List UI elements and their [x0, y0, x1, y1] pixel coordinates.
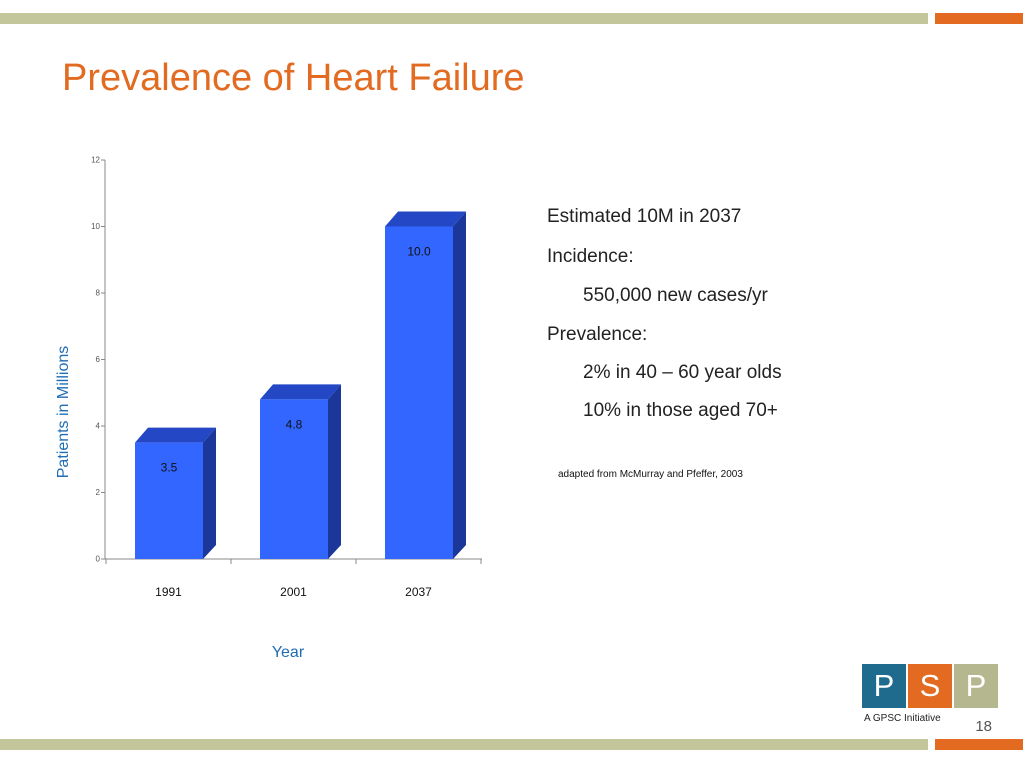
x-tick-label: 1991 — [155, 585, 182, 599]
y-tick-label: 12 — [91, 156, 100, 165]
bar-1991 — [135, 427, 216, 559]
note-line: 2% in 40 – 60 year olds — [583, 362, 782, 383]
x-tick-label: 2001 — [280, 585, 307, 599]
source-citation: adapted from McMurray and Pfeffer, 2003 — [558, 469, 743, 480]
page-number: 18 — [975, 718, 992, 735]
x-axis-title: Year — [271, 644, 305, 661]
note-line: Estimated 10M in 2037 — [547, 206, 742, 227]
y-tick-label: 2 — [96, 488, 101, 497]
top-decorative-bar — [0, 13, 928, 24]
bar-data-label: 4.8 — [286, 417, 303, 431]
bottom-accent-bar — [935, 739, 1023, 750]
bar-front-face — [385, 226, 453, 559]
y-tick-label: 6 — [96, 355, 101, 364]
note-line: 10% in those aged 70+ — [583, 400, 778, 421]
psp-logo: P S P A GPSC Initiative — [862, 664, 998, 726]
bar-data-label: 3.5 — [161, 461, 178, 475]
y-tick-label: 8 — [96, 289, 101, 298]
bar-2037 — [385, 211, 466, 559]
y-axis-title-text: Patients in Millions — [55, 345, 72, 479]
bar-side-face — [203, 427, 216, 559]
logo-tagline: A GPSC Initiative — [864, 713, 941, 724]
bar-front-face — [260, 399, 328, 559]
top-accent-bar — [935, 13, 1023, 24]
bar-top-face — [135, 427, 216, 443]
logo-letter-p: P — [862, 664, 906, 708]
note-line: Prevalence: — [547, 324, 648, 345]
bar-top-face — [260, 384, 341, 400]
bottom-decorative-bar — [0, 739, 928, 750]
bar-2001 — [260, 384, 341, 559]
note-line: 550,000 new cases/yr — [583, 285, 768, 306]
bar-data-label: 10.0 — [407, 245, 431, 259]
bar-front-face — [135, 442, 203, 559]
bar-side-face — [328, 384, 341, 559]
bar-side-face — [453, 211, 466, 559]
logo-letter-p2: P — [954, 664, 998, 708]
y-tick-label: 10 — [91, 222, 100, 231]
note-line: Incidence: — [547, 246, 634, 267]
logo-letter-s: S — [908, 664, 952, 708]
x-tick-label: 2037 — [405, 585, 432, 599]
slide-title: Prevalence of Heart Failure — [62, 57, 525, 99]
y-tick-label: 0 — [96, 555, 101, 564]
y-tick-label: 4 — [96, 422, 101, 431]
bar-top-face — [385, 211, 466, 227]
